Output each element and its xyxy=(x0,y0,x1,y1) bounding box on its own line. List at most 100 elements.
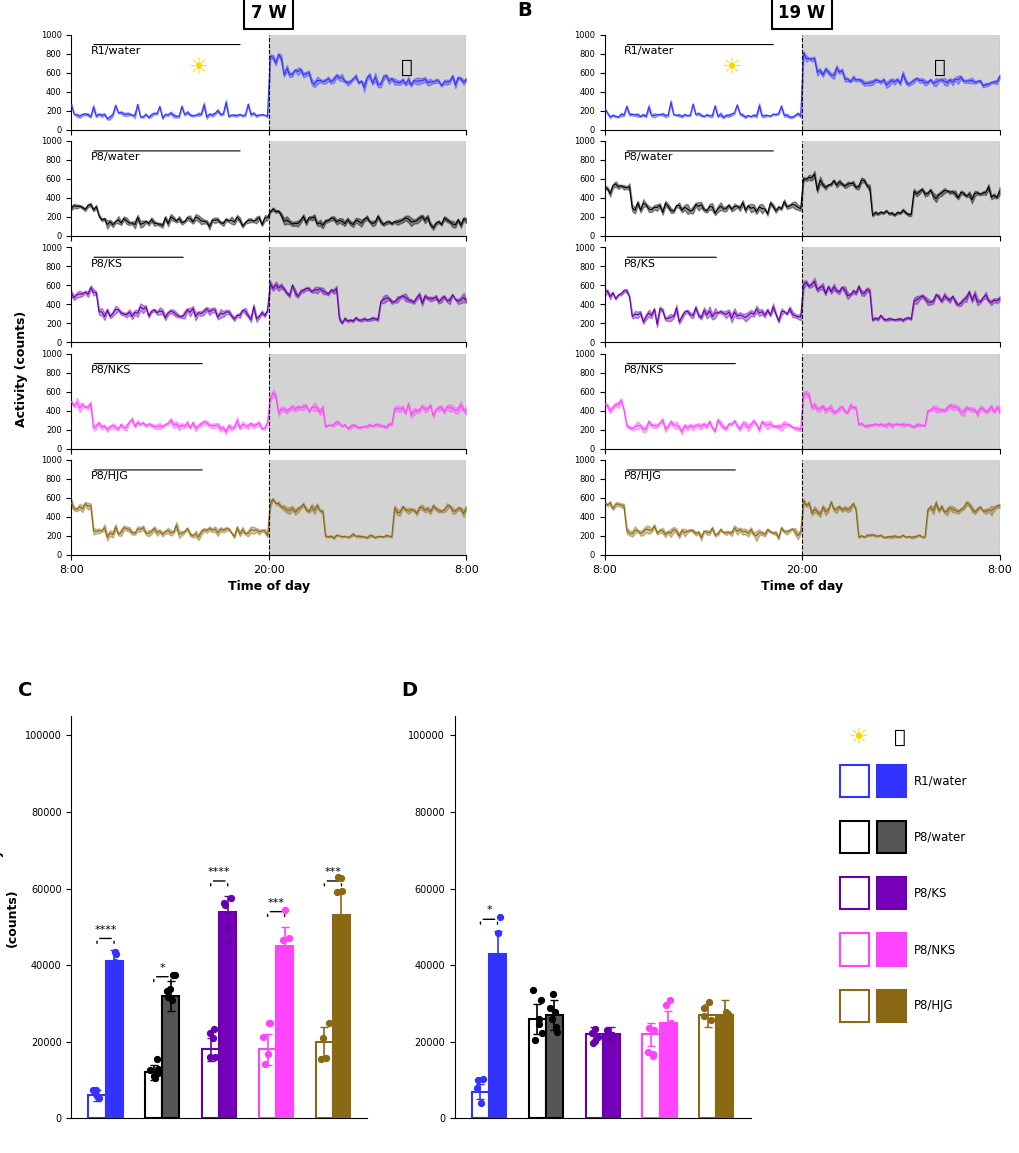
Text: P8/water: P8/water xyxy=(91,152,141,163)
Text: 🌙: 🌙 xyxy=(933,59,946,77)
Bar xyxy=(715,1015,733,1118)
Point xyxy=(530,1010,546,1028)
Point xyxy=(644,1045,660,1063)
Point xyxy=(255,1027,271,1046)
Bar xyxy=(801,141,999,236)
Text: ****: **** xyxy=(208,867,230,877)
Point xyxy=(696,998,712,1017)
Point xyxy=(603,1025,620,1043)
Point xyxy=(720,1012,737,1031)
Point xyxy=(716,1002,733,1020)
Point xyxy=(314,1028,330,1047)
Text: ***: *** xyxy=(267,898,284,907)
Text: P8/NKS: P8/NKS xyxy=(913,943,956,956)
Point xyxy=(645,1047,661,1065)
Point xyxy=(87,1084,103,1102)
FancyBboxPatch shape xyxy=(876,877,905,910)
Point xyxy=(149,1050,165,1069)
Point xyxy=(166,966,182,985)
Point xyxy=(472,1093,488,1111)
Point xyxy=(590,1027,606,1046)
Point xyxy=(206,1048,222,1067)
Text: R1/water: R1/water xyxy=(91,46,142,56)
Point xyxy=(660,1032,677,1050)
Point xyxy=(328,882,344,900)
FancyBboxPatch shape xyxy=(839,764,868,797)
Bar xyxy=(276,947,292,1118)
Point xyxy=(718,1004,735,1023)
Text: Activity (counts): Activity (counts) xyxy=(15,311,29,427)
Point xyxy=(525,980,541,998)
Point xyxy=(700,993,716,1011)
Point xyxy=(489,924,505,942)
Point xyxy=(541,998,557,1017)
Point xyxy=(219,932,235,950)
Point xyxy=(602,1030,619,1048)
Bar xyxy=(269,460,466,555)
Point xyxy=(657,995,674,1013)
Point xyxy=(332,869,348,888)
Point xyxy=(662,1013,679,1032)
Text: P8/HJG: P8/HJG xyxy=(913,1000,953,1012)
Point xyxy=(90,1086,106,1105)
Bar xyxy=(602,1034,620,1118)
Text: P8/HJG: P8/HJG xyxy=(91,472,128,481)
Point xyxy=(603,1026,620,1045)
Bar xyxy=(801,35,999,129)
Point xyxy=(150,1060,166,1078)
Bar xyxy=(105,962,122,1118)
Point xyxy=(639,1043,655,1062)
Text: P8/HJG: P8/HJG xyxy=(624,472,661,481)
Point xyxy=(142,1061,158,1079)
Point xyxy=(147,1069,163,1087)
Text: 🌙: 🌙 xyxy=(400,59,413,77)
Bar xyxy=(145,1072,162,1118)
Bar xyxy=(801,247,999,342)
Point xyxy=(108,944,124,963)
Point xyxy=(218,920,234,939)
Bar xyxy=(269,141,466,236)
Text: 7 W: 7 W xyxy=(251,5,286,22)
Point xyxy=(202,1024,218,1042)
Text: C: C xyxy=(18,681,33,700)
Point xyxy=(329,867,345,886)
Point xyxy=(146,1067,162,1085)
Point xyxy=(600,1031,616,1049)
Text: ☀: ☀ xyxy=(847,729,867,748)
Bar xyxy=(332,915,350,1118)
Point xyxy=(164,990,180,1009)
Point xyxy=(533,990,549,1009)
Point xyxy=(645,1020,661,1039)
Bar xyxy=(316,1042,332,1118)
Text: ☀: ☀ xyxy=(187,58,208,77)
Point xyxy=(215,894,231,912)
Text: ***: *** xyxy=(324,867,341,877)
Point xyxy=(526,1031,542,1049)
Point xyxy=(598,1022,614,1040)
Point xyxy=(165,966,181,985)
Point xyxy=(260,1045,276,1063)
Text: D: D xyxy=(401,681,418,700)
Point xyxy=(469,1079,485,1098)
Point xyxy=(546,1002,562,1020)
Point xyxy=(162,980,178,998)
FancyBboxPatch shape xyxy=(839,989,868,1022)
Text: P8/NKS: P8/NKS xyxy=(624,366,664,375)
FancyBboxPatch shape xyxy=(876,934,905,965)
Point xyxy=(260,1013,276,1032)
Point xyxy=(659,1034,676,1053)
Bar xyxy=(89,1095,105,1118)
Point xyxy=(585,1034,601,1053)
Text: *: * xyxy=(486,905,491,915)
Text: P8/NKS: P8/NKS xyxy=(91,366,131,375)
Point xyxy=(103,972,119,990)
Text: ☀: ☀ xyxy=(720,58,740,77)
Bar xyxy=(528,1019,545,1118)
Bar xyxy=(699,1015,715,1118)
Point xyxy=(640,1019,656,1038)
FancyBboxPatch shape xyxy=(876,821,905,853)
Point xyxy=(719,1022,736,1040)
Point xyxy=(313,1049,329,1068)
Point xyxy=(491,907,507,926)
Point xyxy=(223,888,239,906)
